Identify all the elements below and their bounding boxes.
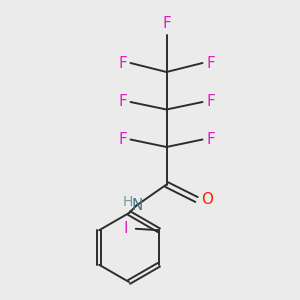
Text: N: N — [132, 198, 143, 213]
Text: F: F — [206, 132, 215, 147]
Text: O: O — [201, 192, 213, 207]
Text: F: F — [206, 94, 215, 110]
Text: H: H — [123, 195, 133, 209]
Text: F: F — [206, 56, 215, 70]
Text: F: F — [162, 16, 171, 32]
Text: F: F — [118, 56, 127, 70]
Text: F: F — [118, 132, 127, 147]
Text: F: F — [118, 94, 127, 110]
Text: I: I — [124, 221, 128, 236]
